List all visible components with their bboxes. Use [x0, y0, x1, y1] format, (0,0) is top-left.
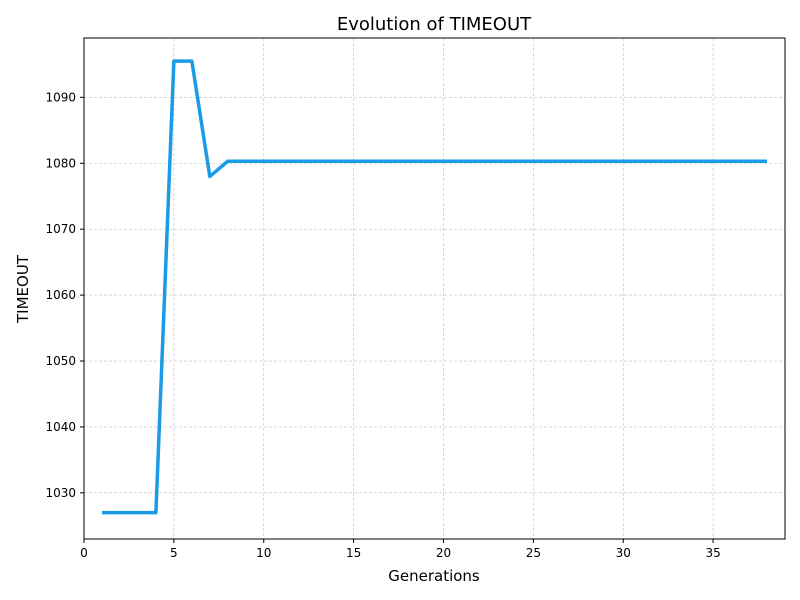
- x-tick-label: 15: [346, 546, 361, 560]
- x-axis: 0 5 10 15 20 25 30 35: [80, 539, 721, 560]
- plot-frame: [83, 37, 786, 540]
- y-tick-label: 1080: [45, 156, 76, 170]
- y-tick-label: 1030: [45, 486, 76, 500]
- series-layer: [101, 59, 768, 515]
- x-tick-label: 25: [526, 546, 541, 560]
- x-tick-label: 20: [436, 546, 451, 560]
- x-tick-label: 5: [170, 546, 178, 560]
- y-axis-label: TIMEOUT: [14, 254, 32, 324]
- y-tick-label: 1050: [45, 354, 76, 368]
- y-tick-label: 1090: [45, 90, 76, 104]
- y-axis: 1030 1040 1050 1060 1070 1080 1090: [45, 90, 84, 500]
- x-tick-label: 10: [256, 546, 271, 560]
- x-axis-label: Generations: [388, 567, 480, 585]
- chart-title: Evolution of TIMEOUT: [337, 14, 532, 35]
- y-tick-label: 1070: [45, 222, 76, 236]
- y-tick-label: 1060: [45, 288, 76, 302]
- x-tick-label: 30: [616, 546, 631, 560]
- y-tick-label: 1040: [45, 420, 76, 434]
- grid: [83, 38, 785, 539]
- series-line: [101, 59, 768, 515]
- x-tick-label: 0: [80, 546, 88, 560]
- x-tick-label: 35: [705, 546, 720, 560]
